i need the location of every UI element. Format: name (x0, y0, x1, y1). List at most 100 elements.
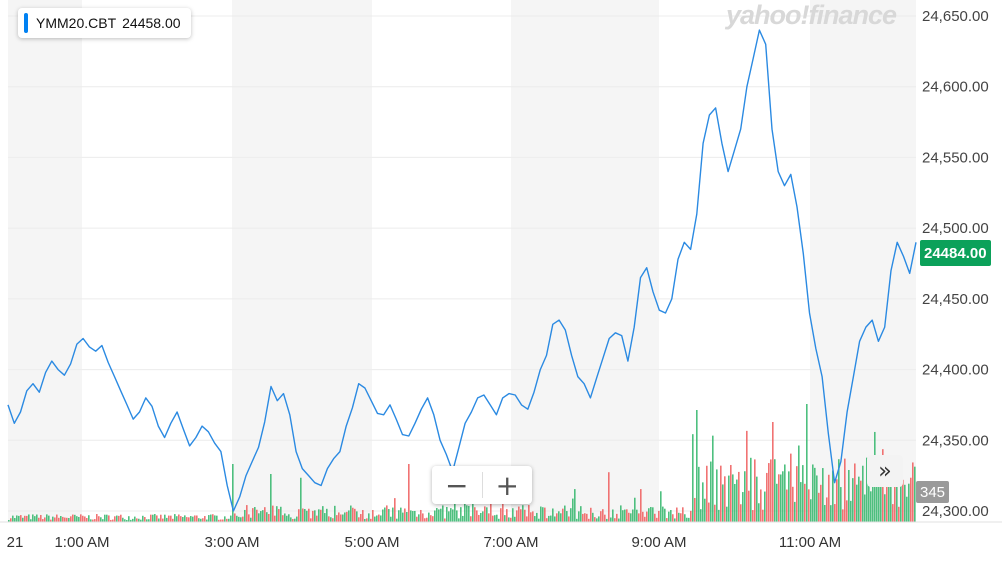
volume-bar (44, 517, 46, 522)
volume-bar (394, 498, 396, 522)
volume-bar (904, 484, 906, 522)
volume-bar (108, 515, 110, 522)
volume-bar (546, 518, 548, 522)
volume-bar (622, 510, 624, 522)
volume-bar (344, 512, 346, 522)
volume-bar (334, 505, 336, 522)
scroll-to-latest-button[interactable]: » (867, 455, 903, 487)
volume-bar (298, 509, 300, 522)
volume-bar (814, 467, 816, 522)
volume-bar (122, 517, 124, 522)
volume-bar (378, 514, 380, 522)
volume-bar (228, 518, 230, 522)
volume-bar (876, 468, 878, 522)
volume-bar (708, 502, 710, 522)
volume-bar (878, 472, 880, 522)
volume-bar (908, 483, 910, 522)
volume-bar (144, 517, 146, 522)
volume-bar (602, 509, 604, 522)
volume-bar (188, 517, 190, 522)
x-tick-label: 7:00 AM (483, 534, 538, 551)
volume-bar (898, 506, 900, 522)
volume-bar (278, 509, 280, 522)
volume-bar (60, 516, 62, 522)
volume-bar (704, 498, 706, 522)
volume-bar (700, 509, 702, 522)
volume-bar (218, 519, 220, 522)
volume-bar (420, 509, 422, 522)
volume-bar (512, 508, 514, 522)
volume-bar (518, 506, 520, 522)
volume-bar (526, 516, 528, 522)
volume-bar (894, 468, 896, 522)
volume-bar (76, 516, 78, 522)
volume-bar (84, 516, 86, 522)
volume-bar (770, 459, 772, 522)
volume-bar (372, 510, 374, 522)
volume-bar (788, 471, 790, 522)
zoom-out-button[interactable]: − (445, 468, 469, 502)
volume-bar (610, 517, 612, 522)
volume-bar (604, 514, 606, 522)
x-tick-label: 3:00 AM (204, 534, 259, 551)
volume-bar (424, 518, 426, 522)
volume-bar (634, 497, 636, 522)
volume-bar (642, 511, 644, 522)
volume-bar (402, 512, 404, 522)
volume-bar (18, 515, 20, 522)
volume-bar (712, 435, 714, 522)
volume-bar (172, 518, 174, 522)
volume-bar (612, 509, 614, 522)
volume-bar (848, 469, 850, 522)
volume-bar (808, 489, 810, 522)
volume-bar (26, 515, 28, 522)
volume-bar (266, 512, 268, 522)
volume-bar (858, 476, 860, 522)
volume-bar (568, 516, 570, 522)
series-legend[interactable]: YMM20.CBT 24458.00 (18, 8, 191, 38)
volume-bar (406, 512, 408, 522)
volume-bar (136, 518, 138, 522)
zoom-in-button[interactable]: + (495, 468, 519, 502)
volume-bar (534, 516, 536, 522)
volume-bar (232, 464, 234, 522)
volume-bar (902, 479, 904, 522)
volume-bar (414, 510, 416, 522)
volume-bar (762, 509, 764, 522)
volume-bar (286, 515, 288, 522)
volume-bar (238, 516, 240, 522)
volume-bar (96, 514, 98, 522)
time-band (511, 0, 659, 522)
volume-bar (190, 516, 192, 522)
volume-bar (864, 494, 866, 522)
volume-bar (346, 511, 348, 522)
volume-bar (10, 518, 12, 522)
volume-bar (486, 507, 488, 522)
volume-bar (552, 508, 554, 522)
time-band (8, 0, 82, 522)
volume-bar (538, 518, 540, 522)
volume-bar (186, 517, 188, 522)
volume-bar (184, 515, 186, 522)
volume-bar (716, 469, 718, 522)
volume-bar (668, 511, 670, 522)
legend-symbol: YMM20.CBT (36, 15, 117, 31)
volume-bar (252, 508, 254, 522)
volume-bar (900, 468, 902, 522)
volume-bar (36, 514, 38, 522)
volume-bar (428, 512, 430, 522)
volume-bar (734, 483, 736, 522)
volume-bar (40, 514, 42, 522)
volume-bar (178, 514, 180, 522)
volume-bar (270, 474, 272, 522)
volume-bar (396, 518, 398, 522)
volume-bar (580, 506, 582, 522)
volume-bar (870, 491, 872, 522)
volume-bar (800, 482, 802, 522)
volume-bar (314, 510, 316, 522)
volume-bar (320, 509, 322, 522)
volume-bar (844, 458, 846, 522)
volume-bar (706, 465, 708, 522)
